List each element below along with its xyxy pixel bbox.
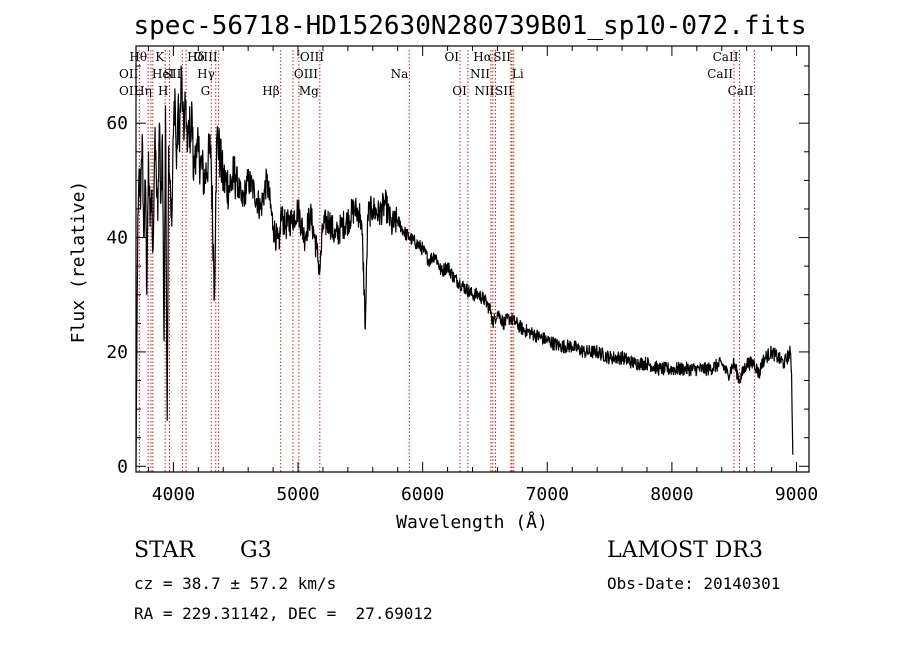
line-marker-label: G [201,84,211,98]
x-tick-label: 7000 [526,484,569,505]
object-subclass: G3 [240,538,272,563]
line-marker-label: NII [474,84,494,98]
line-marker-label: Hγ [197,67,215,81]
line-marker-label: Hδ [187,50,205,64]
line-marker-label: CaII [728,84,754,98]
line-marker-label: NII [470,67,490,81]
line-marker-label: K [155,50,165,64]
plot-frame [135,45,810,473]
line-marker-label: Hβ [262,84,279,98]
y-tick-label: 40 [106,228,128,249]
obs-date: Obs-Date: 20140301 [607,574,781,593]
line-marker-label: Hη [134,84,152,98]
x-tick-label: 9000 [775,484,818,505]
x-tick-label: 8000 [650,484,693,505]
x-tick-label: 6000 [401,484,444,505]
y-tick-label: 20 [106,342,128,363]
line-marker-label: Hθ [129,50,147,64]
line-marker-label: SII [493,50,511,64]
line-markers [138,50,755,472]
line-marker-label: Li [512,67,524,81]
line-marker-label: OII [119,67,139,81]
x-tick-label: 5000 [276,484,319,505]
chart-title: spec-56718-HD152630N280739B01_sp10-072.f… [133,11,806,41]
y-tick-label: 60 [106,113,128,134]
line-marker-label: OIII [194,50,218,64]
survey-label: LAMOST DR3 [607,538,763,563]
line-marker-label: SII [495,84,513,98]
line-marker-label: H [158,84,168,98]
line-marker-label: Hα [473,50,492,64]
x-tick-label: 4000 [152,484,195,505]
line-marker-label: CaII [713,50,739,64]
line-marker-label: OIII [294,67,318,81]
object-class: STAR [134,538,195,563]
line-marker-label: OIII [300,50,324,64]
x-axis: 4000 5000 6000 7000 8000 9000 [147,46,818,505]
coordinates: RA = 229.31142, DEC = 27.69012 [134,604,433,623]
y-axis-label: Flux (relative) [68,181,89,344]
y-tick-label: 0 [117,456,128,477]
line-marker-label: SII [164,67,182,81]
line-marker-label: OI [444,50,459,64]
line-marker-label: Mg [299,84,319,98]
line-marker-label: Na [391,67,409,81]
line-marker-label: OI [452,84,467,98]
line-marker-label: CaII [707,67,733,81]
line-marker-label: HeI [152,67,175,81]
line-marker-label: OII [119,84,139,98]
y-axis: 0 20 40 60 [106,65,809,477]
spectrum-line [135,65,794,467]
x-axis-label: Wavelength (Å) [396,511,548,533]
redshift-info: cz = 38.7 ± 57.2 km/s [134,574,337,593]
